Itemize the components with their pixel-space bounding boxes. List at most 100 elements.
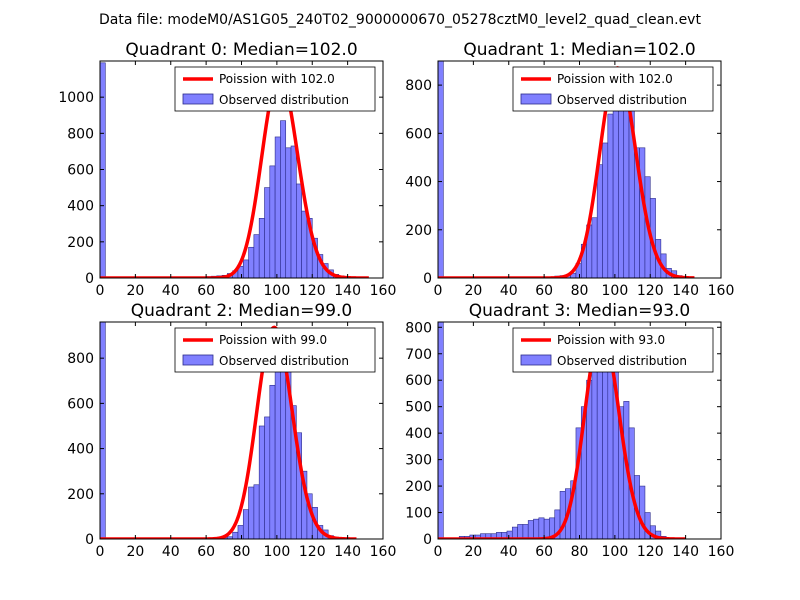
x-tick-label: 20 (126, 283, 144, 299)
x-tick-label: 80 (233, 283, 251, 299)
histogram-bar (264, 416, 271, 539)
x-tick-label: 100 (264, 283, 291, 299)
x-tick-label: 0 (434, 544, 443, 560)
y-tick-label: 300 (405, 453, 432, 469)
histogram-bar (623, 92, 630, 278)
histogram-bar (296, 183, 302, 278)
y-tick-label: 600 (67, 163, 94, 179)
x-tick-label: 20 (464, 544, 482, 560)
x-tick-label: 160 (708, 283, 735, 299)
y-tick-label: 800 (405, 320, 432, 336)
legend-bar-swatch (520, 93, 552, 105)
histogram-bar (538, 517, 545, 539)
legend: Poission with 102.0 Observed distribution (512, 66, 714, 112)
histogram-bar (264, 187, 271, 278)
x-tick-label: 100 (264, 544, 291, 560)
chart-title: Quadrant 2: Median=99.0 (131, 301, 353, 321)
histogram-bar (242, 259, 249, 278)
legend-hist-label: Observed distribution (557, 93, 687, 107)
y-tick-label: 800 (67, 126, 94, 142)
figure-suptitle: Data file: modeM0/AS1G05_240T02_90000006… (99, 12, 701, 28)
quadrant-2-chart: 0 20 40 60 80 100 120 140 160 0 200 400 600 800 Quadra… (67, 301, 396, 560)
quadrant-1-chart: 0 20 40 60 80 100 120 140 160 0 200 400 600 800 Quadra… (405, 40, 734, 299)
x-tick-label: 40 (500, 544, 518, 560)
x-tick-label: 140 (334, 283, 361, 299)
x-tick-label: 40 (500, 283, 518, 299)
x-tick-label: 80 (571, 283, 589, 299)
legend-hist-label: Observed distribution (219, 354, 349, 368)
histogram-bar (639, 485, 646, 539)
histogram-bar (612, 104, 619, 278)
histogram-bar (533, 518, 540, 539)
legend-fit-label: Poission with 102.0 (557, 72, 673, 86)
histogram-bar (269, 165, 276, 278)
histogram-bar (258, 218, 265, 278)
y-tick-label: 0 (423, 271, 432, 287)
x-tick-label: 80 (233, 544, 251, 560)
x-tick-label: 0 (96, 283, 105, 299)
plot-area (438, 322, 686, 539)
histogram-bar (232, 531, 239, 539)
y-tick-label: 800 (67, 351, 94, 367)
histogram-bar (596, 164, 603, 278)
y-tick-label: 200 (67, 487, 94, 503)
histogram-bar (438, 322, 444, 539)
y-tick-label: 600 (67, 396, 94, 412)
x-tick-label: 120 (299, 544, 326, 560)
y-tick-label: 700 (405, 347, 432, 363)
histogram-bar (280, 348, 287, 539)
y-tick-label: 200 (67, 235, 94, 251)
y-tick-label: 1000 (58, 90, 94, 106)
legend-hist-label: Observed distribution (557, 354, 687, 368)
histogram-bar (527, 520, 534, 539)
histogram-bar (591, 217, 598, 278)
chart-title: Quadrant 1: Median=102.0 (463, 40, 695, 60)
plot-area (100, 62, 369, 278)
poisson-fit-line (438, 327, 686, 539)
histogram-bar (269, 384, 276, 539)
legend-bar-swatch (182, 354, 214, 366)
x-tick-label: 100 (602, 283, 629, 299)
chart-title: Quadrant 3: Median=93.0 (469, 301, 691, 321)
legend-fit-label: Poission with 99.0 (219, 333, 327, 347)
legend: Poission with 99.0 Observed distribution (174, 327, 376, 373)
y-tick-label: 800 (405, 78, 432, 94)
legend-bar-swatch (182, 93, 214, 105)
y-tick-label: 0 (85, 532, 94, 548)
histogram-bar (301, 210, 308, 278)
y-tick-label: 600 (405, 126, 432, 142)
x-tick-label: 20 (126, 544, 144, 560)
histogram-bar (602, 142, 609, 278)
x-tick-label: 160 (370, 544, 397, 560)
legend: Poission with 102.0 Observed distribution (174, 66, 376, 112)
histogram-bar (438, 61, 444, 278)
histogram-bar (280, 120, 287, 278)
x-tick-label: 0 (434, 283, 443, 299)
chart-title: Quadrant 0: Median=102.0 (125, 40, 357, 60)
x-tick-label: 60 (535, 544, 553, 560)
histogram-bar (543, 518, 550, 539)
y-tick-label: 400 (405, 175, 432, 191)
x-tick-label: 60 (197, 544, 215, 560)
x-tick-label: 160 (370, 283, 397, 299)
quadrant-0-chart: 0 20 40 60 80 100 120 140 160 0 200 400 600 800 1000 Qu… (58, 40, 396, 299)
y-tick-label: 500 (405, 400, 432, 416)
histogram-bar (517, 524, 524, 539)
histogram-bar (602, 345, 609, 539)
plot-area (438, 61, 695, 278)
x-tick-label: 120 (299, 283, 326, 299)
x-tick-label: 80 (571, 544, 589, 560)
y-tick-label: 0 (85, 271, 94, 287)
histogram-bar (248, 486, 255, 539)
y-tick-label: 200 (405, 479, 432, 495)
x-tick-label: 100 (602, 544, 629, 560)
legend-fit-label: Poission with 93.0 (557, 333, 665, 347)
x-tick-label: 160 (708, 544, 735, 560)
poisson-fit-line (438, 66, 695, 278)
y-tick-label: 400 (67, 442, 94, 458)
x-tick-label: 140 (334, 544, 361, 560)
histogram-bar (274, 360, 281, 539)
histogram-bar (285, 147, 292, 278)
histogram-bar (100, 62, 106, 278)
poisson-fit-line (100, 325, 357, 539)
